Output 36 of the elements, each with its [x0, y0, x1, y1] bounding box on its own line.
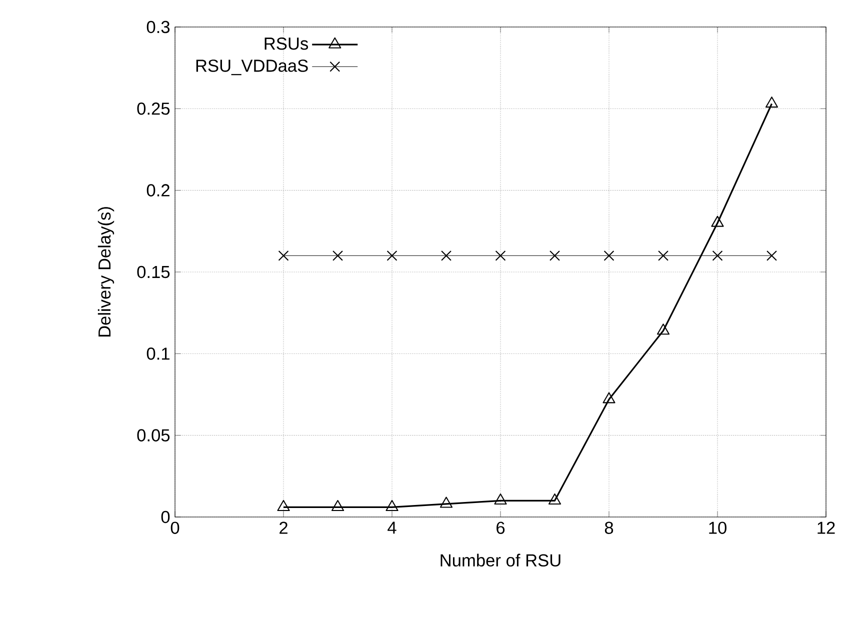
point [548, 493, 562, 505]
x-tick-label: 10 [709, 522, 726, 534]
point [440, 496, 453, 508]
y-tick-label: 0.2 [146, 184, 170, 196]
point [441, 250, 452, 261]
point [656, 324, 670, 335]
point [278, 250, 289, 261]
y-axis-title: Delivery Delay(s) [98, 207, 114, 337]
y-tick-label: 0.15 [137, 266, 170, 278]
y-tick-label: 0.05 [137, 429, 170, 442]
y-tick-label: 0.25 [137, 102, 170, 115]
point [331, 500, 344, 512]
x-tick-label: 4 [388, 522, 396, 534]
point [766, 250, 777, 261]
point [602, 392, 616, 404]
x-tick-label: 2 [280, 522, 288, 534]
point [386, 500, 398, 512]
x-tick-label: 8 [604, 522, 614, 534]
point [332, 250, 344, 261]
point [495, 250, 506, 261]
x-tick-label: 12 [818, 522, 835, 534]
point [550, 250, 560, 261]
point [386, 250, 398, 261]
y-tick-label: 0 [161, 510, 170, 524]
point [712, 250, 723, 261]
x-tick-label: 6 [496, 522, 505, 534]
point [604, 250, 614, 261]
y-tick-label: 0.3 [146, 20, 170, 34]
legend-label: RSUs [264, 37, 308, 50]
y-tick-label: 0.1 [146, 348, 170, 360]
x-tick-label: 0 [170, 522, 180, 534]
point [277, 500, 290, 512]
point [658, 250, 668, 261]
point [494, 493, 507, 505]
legend-label: RSU_VDDaaS [196, 60, 308, 76]
x-axis-title: Number of RSU [440, 554, 560, 567]
